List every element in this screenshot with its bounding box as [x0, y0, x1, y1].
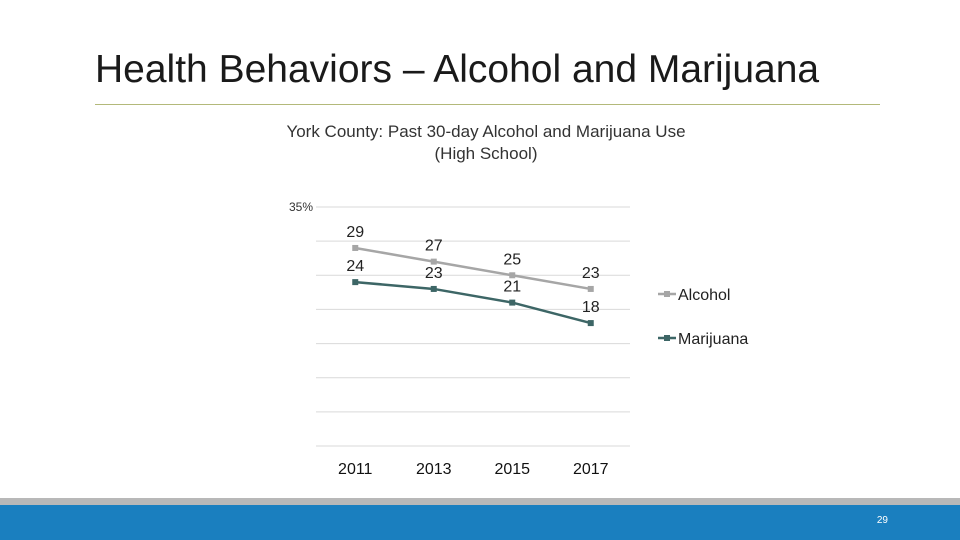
page-number: 29 [876, 515, 888, 526]
footer-accent-stripe [0, 498, 960, 505]
marijuana-data-label: 23 [425, 265, 443, 282]
legend-marker-alcohol [664, 291, 670, 297]
marijuana-point [352, 279, 359, 286]
x-tick-label: 2017 [573, 461, 609, 478]
marijuana-point [509, 299, 516, 306]
alcohol-data-label: 25 [503, 251, 521, 268]
marijuana-data-label: 24 [346, 258, 364, 275]
x-tick-label: 2011 [338, 461, 373, 478]
legend-label-marijuana: Marijuana [678, 331, 748, 348]
footer-bar [0, 505, 960, 540]
alcohol-point [352, 244, 359, 251]
marijuana-line [355, 280, 592, 325]
x-tick-label: 2013 [416, 461, 452, 478]
y-tick-label: 35% [289, 200, 313, 214]
alcohol-point [509, 272, 516, 279]
marijuana-point [430, 285, 437, 292]
title-divider [95, 104, 880, 105]
chart-title: York County: Past 30-day Alcohol and Mar… [286, 122, 686, 163]
alcohol-line [355, 246, 591, 291]
alcohol-data-label: 29 [346, 224, 364, 241]
slide-title: Health Behaviors – Alcohol and Marijuana [95, 48, 820, 91]
alcohol-data-label: 27 [425, 238, 443, 255]
legend-label-alcohol: Alcohol [678, 287, 730, 304]
marijuana-point [587, 320, 594, 327]
alcohol-data-label: 23 [582, 265, 600, 282]
marijuana-data-label: 18 [582, 299, 600, 316]
alcohol-point [430, 258, 437, 265]
legend-marker-marijuana [664, 335, 670, 341]
x-tick-label: 2015 [494, 461, 530, 478]
marijuana-data-label: 21 [503, 279, 521, 296]
alcohol-point [587, 285, 594, 292]
